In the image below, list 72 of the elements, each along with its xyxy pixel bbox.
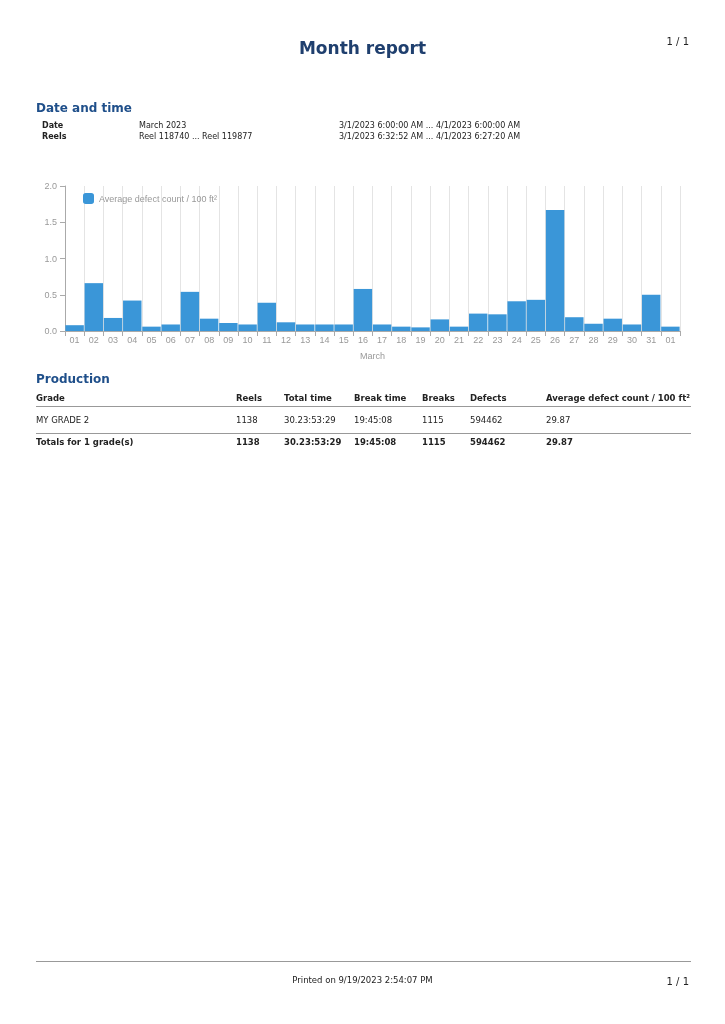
- x-tick-label: 08: [204, 334, 215, 345]
- x-tick-label: 10: [242, 334, 253, 345]
- text: 29.87: [546, 414, 572, 427]
- text: Reels: [236, 390, 284, 407]
- text: 3/1/2023 6:00:00 AM ... 4/1/2023 6:00:00 AM: [339, 120, 522, 131]
- x-tick-label: 04: [127, 334, 138, 345]
- chart-title: Month report: [298, 38, 427, 58]
- text: March 2023: [139, 120, 188, 131]
- x-tick-label: 25: [530, 334, 541, 345]
- y-tick-label: 1.5: [44, 217, 57, 228]
- text: 30.23:53:29: [284, 414, 337, 427]
- x-tick-label: 24: [511, 334, 522, 345]
- x-tick-label: 07: [184, 334, 195, 345]
- text: 1 / 1: [666, 976, 689, 987]
- y-tick-label: 1.0: [44, 253, 57, 264]
- text: Breaks: [422, 390, 470, 407]
- x-tick-label: 01: [665, 334, 676, 345]
- x-tick-label: 23: [492, 334, 503, 345]
- x-tick-label: 31: [646, 334, 657, 345]
- text: 19:45:08: [354, 433, 422, 450]
- text: 1138: [236, 433, 284, 450]
- text: 594462: [470, 414, 504, 427]
- x-tick-label: 22: [473, 334, 484, 345]
- x-tick-label: 03: [108, 334, 119, 345]
- x-tick-label: 05: [146, 334, 157, 345]
- text: Reel 118740 ... Reel 119877: [139, 131, 254, 142]
- x-tick-label: 30: [626, 334, 637, 345]
- text: Defects: [470, 390, 546, 407]
- x-tick-label: 26: [550, 334, 561, 345]
- text: Total time: [284, 390, 354, 407]
- text: 594462: [470, 433, 546, 450]
- x-tick-label: 20: [434, 334, 445, 345]
- text: Grade: [36, 390, 236, 407]
- x-tick-label: 17: [377, 334, 388, 345]
- x-tick-label: 01: [69, 334, 80, 345]
- x-tick-label: 28: [588, 334, 599, 345]
- x-tick-label: 12: [281, 334, 292, 345]
- text: Totals for 1 grade(s): [36, 433, 236, 450]
- x-tick-label: 21: [453, 334, 464, 345]
- x-tick-label: 18: [396, 334, 407, 345]
- text: 1115: [422, 433, 470, 450]
- text: Reels: [42, 131, 68, 142]
- x-tick-label: 14: [319, 334, 330, 345]
- text: 1 / 1: [666, 36, 689, 47]
- text: 1138: [236, 414, 259, 427]
- x-tick-label: 02: [88, 334, 99, 345]
- y-tick-label: 2.0: [44, 181, 57, 191]
- x-tick-label: 15: [338, 334, 349, 345]
- x-axis-title: March: [359, 350, 386, 361]
- text: 1115: [422, 414, 445, 427]
- x-tick-label: 29: [607, 334, 618, 345]
- text: Printed on 9/19/2023 2:54:07 PM: [292, 975, 433, 985]
- y-tick-label: 0.5: [44, 289, 57, 300]
- text: 30.23:53:29: [284, 433, 354, 450]
- text: 3/1/2023 6:32:52 AM ... 4/1/2023 6:27:20 AM: [339, 131, 522, 142]
- legend-label: Average defect count / 100 ft²: [99, 193, 217, 204]
- text: MY GRADE 2: [36, 414, 91, 427]
- text: Date: [42, 120, 65, 131]
- text: Production: [36, 372, 110, 386]
- text: 29.87: [546, 433, 691, 450]
- text: Average defect count / 100 ft²: [546, 390, 691, 407]
- text: Date and time: [36, 101, 133, 115]
- x-tick-label: 27: [569, 334, 580, 345]
- x-tick-label: 09: [223, 334, 234, 345]
- y-tick-label: 0.0: [44, 326, 57, 336]
- x-tick-label: 11: [262, 334, 272, 345]
- text: Break time: [354, 390, 422, 407]
- x-tick-label: 13: [300, 334, 311, 345]
- text: 19:45:08: [354, 414, 394, 427]
- x-tick-label: 06: [165, 334, 176, 345]
- x-tick-label: 16: [357, 334, 368, 345]
- x-tick-label: 19: [415, 334, 426, 345]
